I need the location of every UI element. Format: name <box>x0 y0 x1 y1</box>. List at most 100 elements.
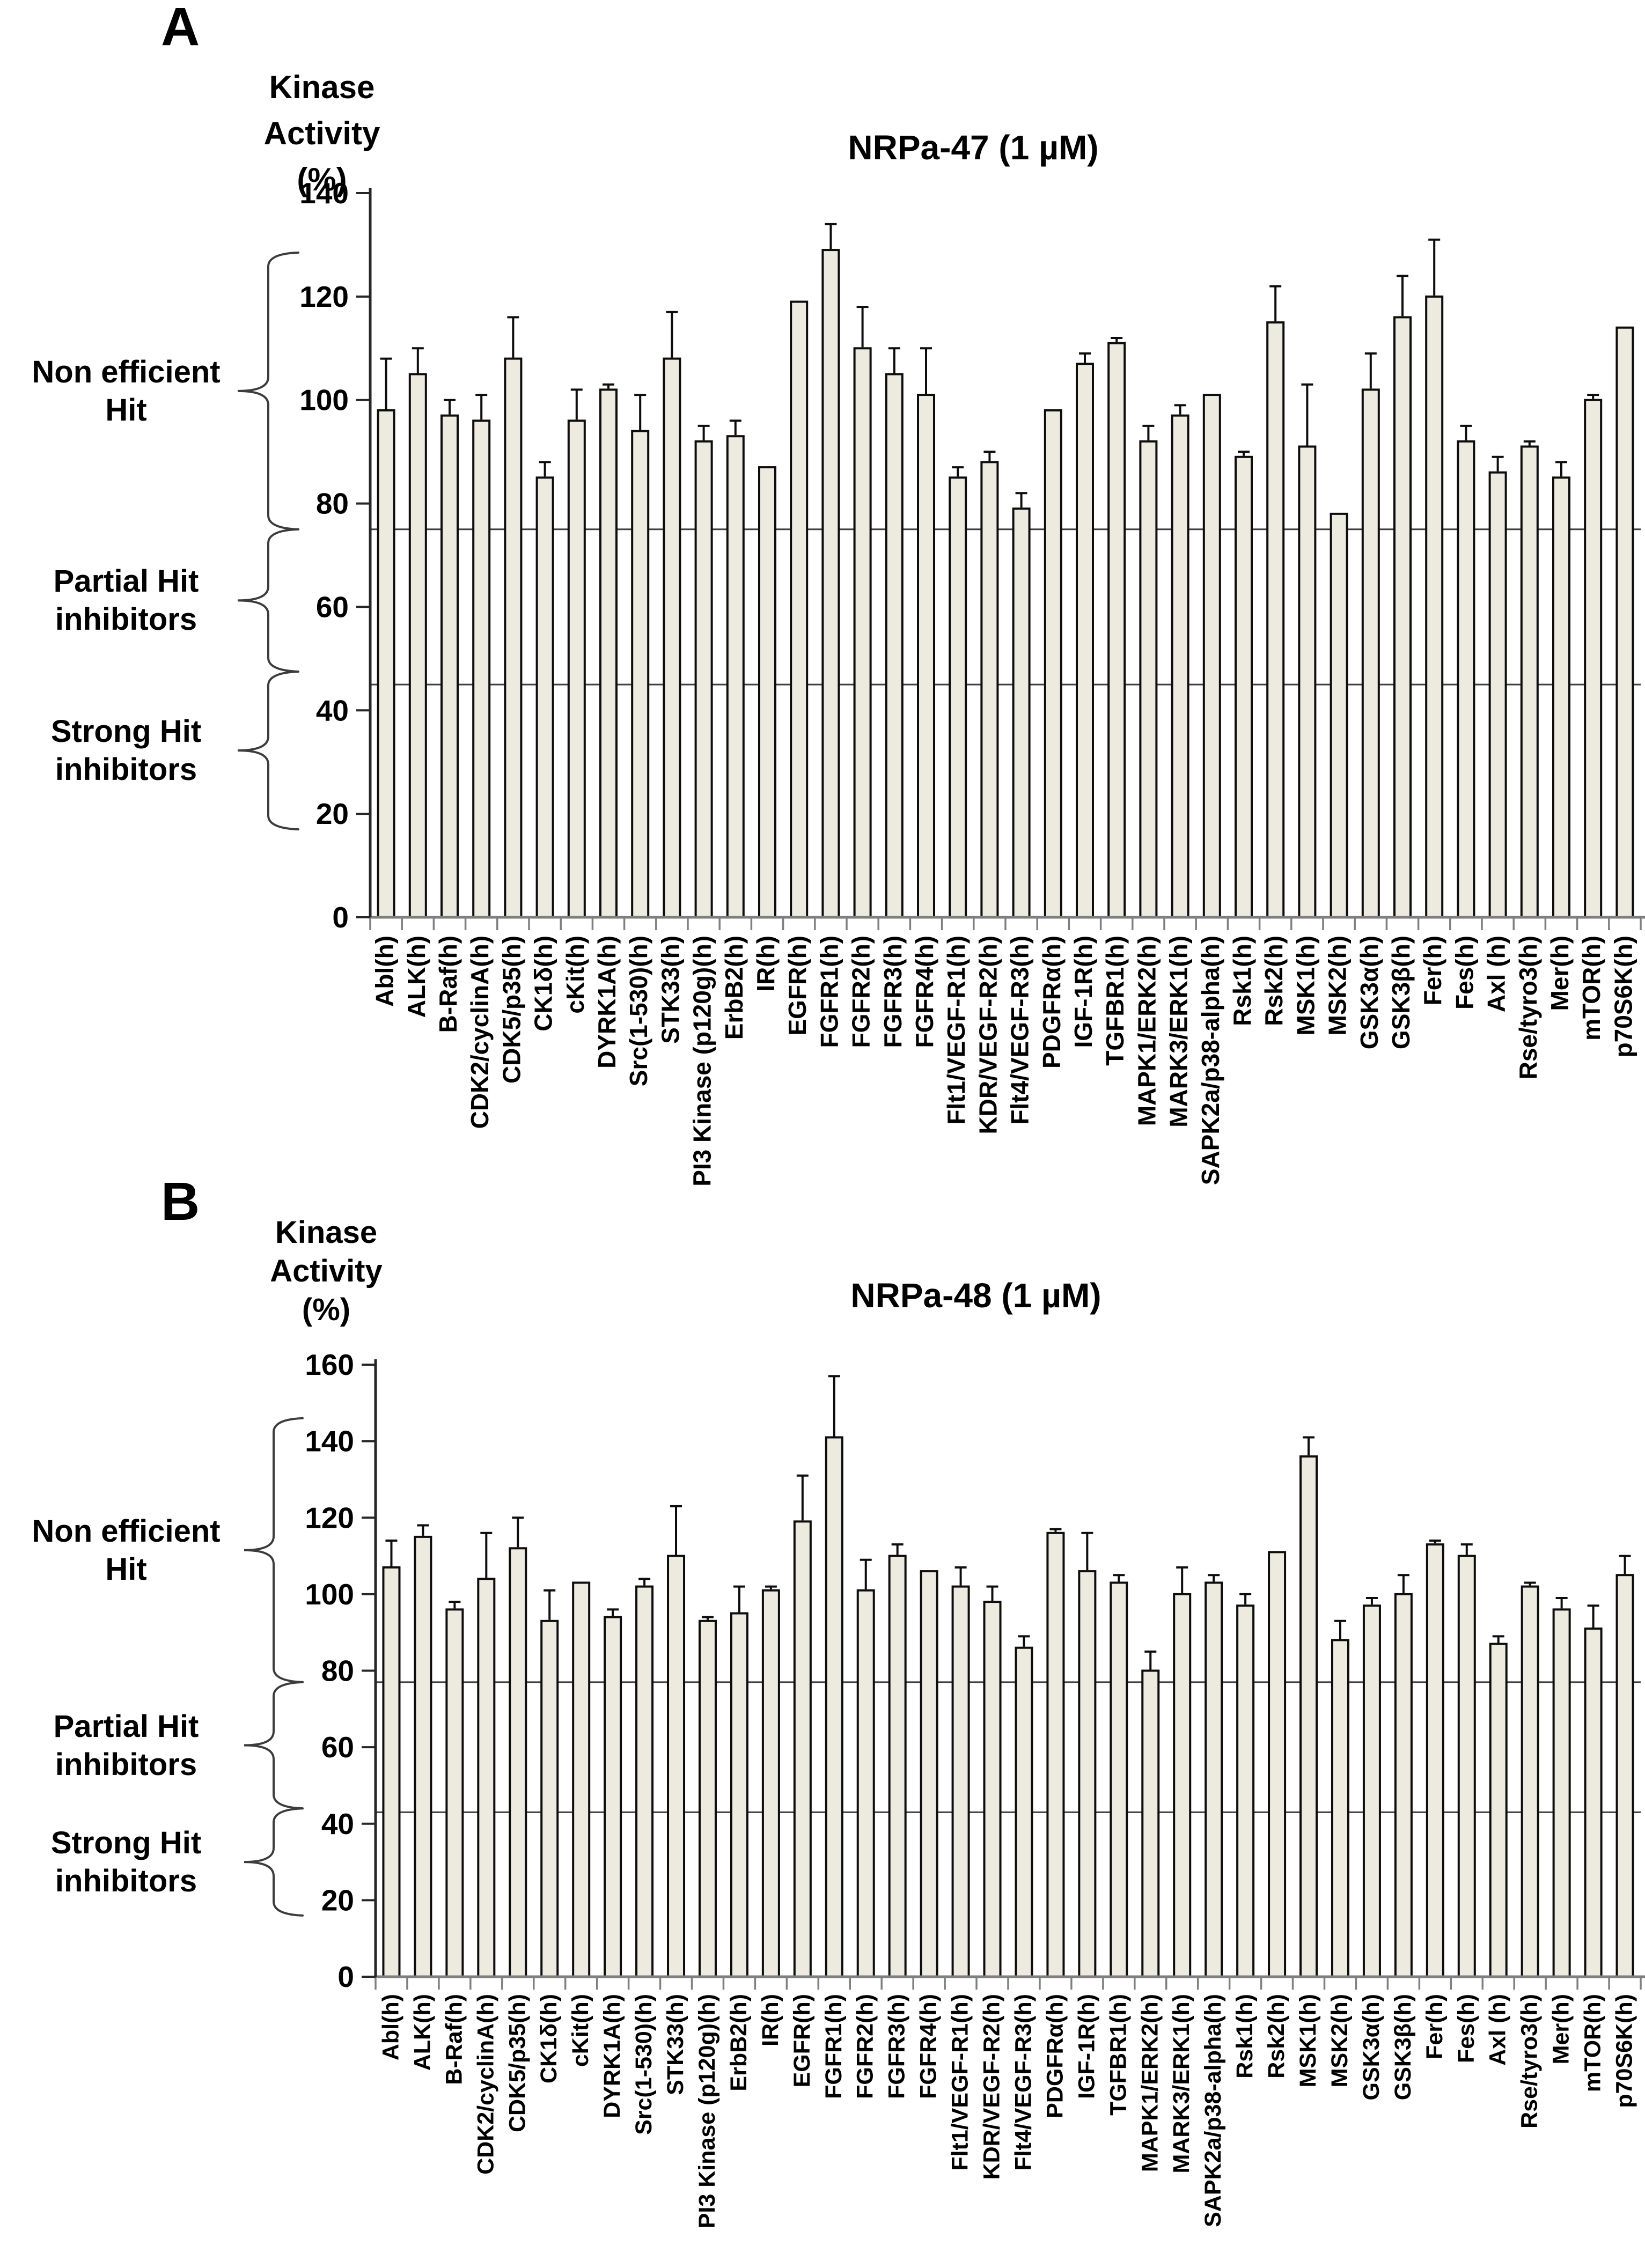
x-category-label-b: CDK2/cyclinA(h) <box>473 1994 498 2175</box>
x-category-label-b: CK1δ(h) <box>536 1994 562 2083</box>
region-label-line: inhibitors <box>55 752 197 787</box>
x-category-label-a: CK1δ(h) <box>530 936 557 1032</box>
bar-a-PI3 Kinase (p120g)(h) <box>694 440 713 918</box>
x-category-label-b: FGFR3(h) <box>884 1994 910 2099</box>
x-category-label-a: mTOR(h) <box>1577 936 1605 1041</box>
y-axis-title-line: (%) <box>297 161 347 197</box>
region-label-line: Strong Hit <box>50 714 202 749</box>
panel-b-y-axis-title: Kinase Activity (%) <box>219 1213 434 1329</box>
x-category-label-a: Abl(h) <box>371 936 399 1007</box>
x-category-label-a: GSK3α(h) <box>1355 936 1383 1049</box>
region-label-strong-hit-inhibitors-a: Strong Hit inhibitors <box>0 712 252 789</box>
bar-a-Rsk2(h) <box>1266 321 1285 918</box>
region-brace-b-1 <box>244 1681 304 1810</box>
bar-a-Rse/tyro3(h) <box>1520 445 1539 918</box>
bar-b-FGFR3(h) <box>888 1555 907 1978</box>
y-tick-label-0-b: 0 <box>337 1960 354 1993</box>
y-axis-title-line: Activity <box>263 115 380 151</box>
bar-a-Fer(h) <box>1425 295 1444 918</box>
x-category-label-a: IR(h) <box>752 936 780 992</box>
x-category-label-b: IGF-1R(h) <box>1074 1994 1099 2099</box>
x-category-label-a: ErbB2(h) <box>720 936 748 1040</box>
x-category-label-a: ALK(h) <box>402 936 430 1018</box>
panel-b-letter: B <box>161 1172 200 1232</box>
x-category-label-a: FGFR3(h) <box>879 936 907 1048</box>
x-category-label-b: Rsk1(h) <box>1232 1994 1258 2079</box>
bar-a-KDR/VEGF-R2(h) <box>980 461 999 918</box>
x-category-label-a: Flt4/VEGF-R3(h) <box>1006 936 1034 1125</box>
bar-a-IGF-1R(h) <box>1076 363 1094 919</box>
bar-a-STK33(h) <box>663 357 681 918</box>
region-label-line: Non efficient <box>32 354 221 389</box>
bar-b-Src(1-530)(h) <box>635 1585 654 1978</box>
bar-a-PDGFRα(h) <box>1044 409 1062 918</box>
region-brace-a-1 <box>237 528 299 673</box>
bar-a-CDK2/cyclinA(h) <box>472 419 491 918</box>
bar-a-FGFR4(h) <box>917 394 935 918</box>
y-tick-label-120-a: 120 <box>299 280 349 313</box>
region-label-line: Strong Hit <box>50 1825 202 1861</box>
bar-b-CK1δ(h) <box>540 1619 559 1978</box>
bar-b-B-Raf(h) <box>445 1608 464 1978</box>
bar-a-MSK1(h) <box>1298 445 1317 918</box>
bar-b-TGFBR1(h) <box>1110 1581 1128 1978</box>
y-tick-label-20-b: 20 <box>321 1883 354 1917</box>
bar-b-Rse/tyro3(h) <box>1521 1585 1539 1978</box>
panel-a-chart-title: NRPa-47 (1 µM) <box>848 128 1099 167</box>
x-category-label-a: PI3 Kinase (p120g)(h) <box>688 936 716 1187</box>
panel-a-y-axis-title: Kinase Activity (%) <box>215 64 429 203</box>
y-tick-label-40-b: 40 <box>321 1807 354 1840</box>
bar-a-Rsk1(h) <box>1235 455 1253 918</box>
y-tick-label-80-a: 80 <box>316 487 349 520</box>
bar-b-MSK2(h) <box>1331 1639 1349 1978</box>
x-category-label-b: FGFR2(h) <box>853 1994 878 2099</box>
panel-b-chart: Abl(h) ALK(h) B-Raf(h) CDK2/cyclinA(h) CDK5/… <box>244 1348 1645 2228</box>
x-category-label-a: STK33(h) <box>656 936 684 1044</box>
x-category-label-a: FGFR1(h) <box>815 936 843 1048</box>
bar-b-IGF-1R(h) <box>1078 1570 1097 1978</box>
bar-a-Flt1/VEGF-R1(h) <box>949 476 967 918</box>
x-category-label-a: MAPK1/ERK2(h) <box>1133 936 1161 1126</box>
x-category-label-b: TGFBR1(h) <box>1105 1994 1131 2116</box>
x-category-label-b: Mer(h) <box>1548 1994 1574 2064</box>
y-tick-label-60-a: 60 <box>316 590 349 623</box>
bar-b-PDGFRα(h) <box>1046 1531 1065 1978</box>
x-category-label-a: Src(1-530)(h) <box>625 936 652 1086</box>
x-category-label-b: FGFR4(h) <box>916 1994 942 2099</box>
bar-b-MSK1(h) <box>1299 1455 1318 1978</box>
x-category-label-b: FGFR1(h) <box>821 1994 847 2099</box>
x-category-label-a: Mer(h) <box>1546 936 1574 1011</box>
region-label-partial-hit-inhibitors-b: Partial Hit inhibitors <box>0 1707 252 1784</box>
bar-a-IR(h) <box>758 466 776 918</box>
y-axis-title-line: Kinase <box>275 1215 378 1250</box>
x-category-label-b: GSK3α(h) <box>1358 1994 1384 2100</box>
x-category-label-b: Rsk2(h) <box>1264 1994 1289 2079</box>
x-category-label-b: EGFR(h) <box>789 1994 815 2087</box>
y-tick-label-60-b: 60 <box>321 1731 354 1764</box>
bar-b-Rsk1(h) <box>1236 1604 1255 1978</box>
bar-a-Axl (h) <box>1488 471 1507 918</box>
x-category-label-b: MARK3/ERK1(h) <box>1169 1994 1194 2173</box>
x-category-label-b: ErbB2(h) <box>726 1994 752 2092</box>
bar-b-Flt1/VEGF-R1(h) <box>951 1585 970 1978</box>
x-category-label-b: Axl (h) <box>1485 1994 1511 2066</box>
x-category-label-a: CDK2/cyclinA(h) <box>466 936 494 1129</box>
x-category-label-b: Src(1-530)(h) <box>631 1994 657 2135</box>
bar-b-Mer(h) <box>1552 1608 1571 1978</box>
x-category-label-a: Fes(h) <box>1450 936 1478 1010</box>
bar-a-GSK3α(h) <box>1361 388 1380 918</box>
bar-b-Abl(h) <box>382 1566 401 1978</box>
bar-a-CDK5/p35(h) <box>504 357 523 918</box>
x-category-label-a: PDGFRα(h) <box>1038 936 1066 1069</box>
bar-b-GSK3α(h) <box>1362 1604 1381 1978</box>
y-axis-title-line: Kinase <box>269 69 375 105</box>
bar-a-MARK3/ERK1(h) <box>1171 414 1189 918</box>
bar-a-SAPK2a/p38-alpha(h) <box>1202 394 1221 918</box>
bar-b-SAPK2a/p38-alpha(h) <box>1205 1581 1223 1978</box>
x-category-label-b: B-Raf(h) <box>441 1994 467 2085</box>
bar-b-CDK2/cyclinA(h) <box>477 1578 496 1978</box>
x-category-label-b: KDR/VEGF-R2(h) <box>979 1994 1005 2179</box>
region-brace-a-2 <box>237 670 299 831</box>
